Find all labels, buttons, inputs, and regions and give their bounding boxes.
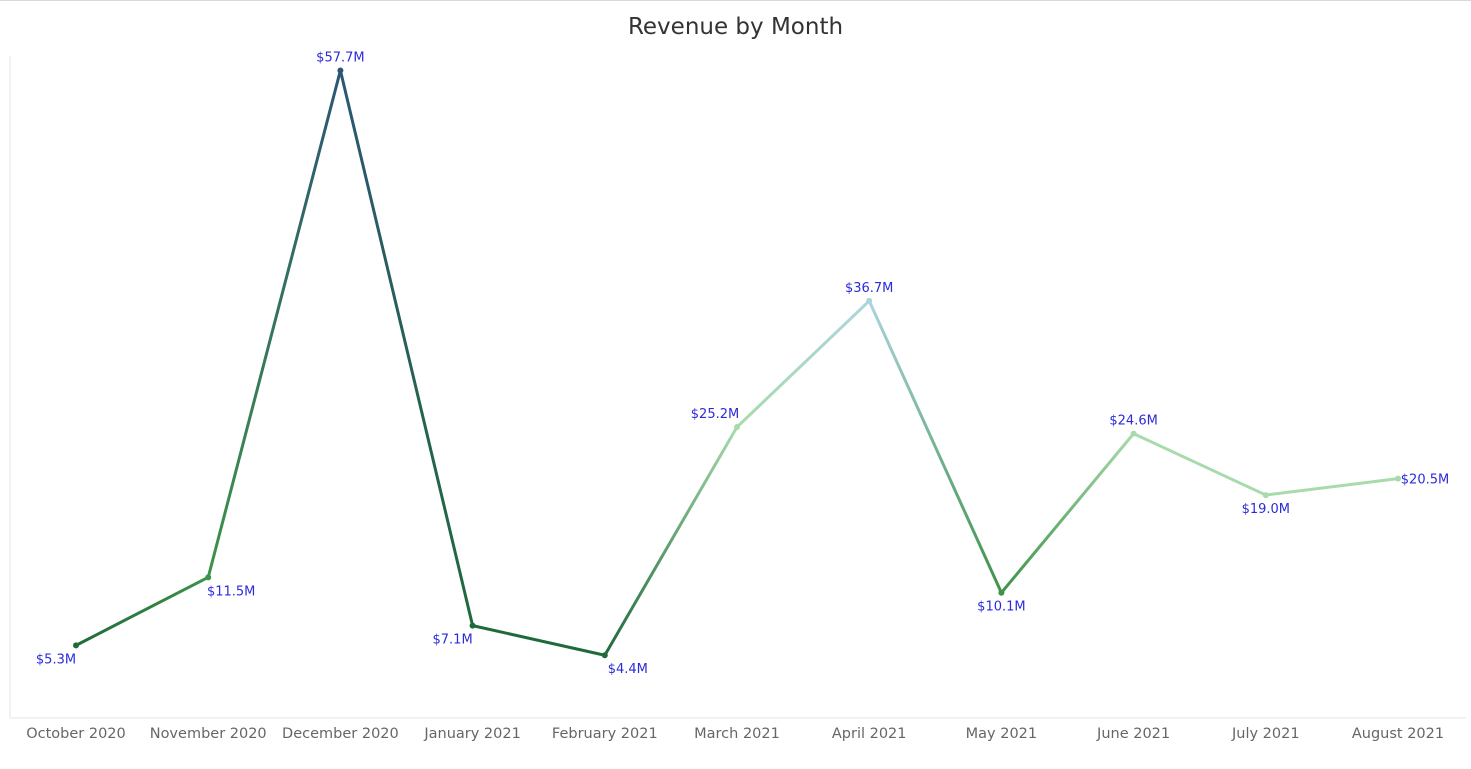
line-segment [74,575,210,647]
data-label: $25.2M [691,407,739,422]
x-tick-label: April 2021 [832,726,907,742]
x-tick-labels: October 2020 November 2020 December 2020 Ja… [26,726,1444,742]
x-tick-label: January 2021 [423,726,520,742]
data-label: $10.1M [977,600,1025,615]
data-point[interactable] [1262,492,1269,499]
top-rule [0,0,1471,1]
data-point[interactable] [1130,430,1137,437]
data-label: $57.7M [316,51,364,66]
line-segment [206,69,342,579]
x-tick-label: November 2020 [150,726,267,742]
line-segment [867,299,1003,595]
x-tick-label: February 2021 [552,726,658,742]
data-label: $5.3M [36,652,76,667]
x-tick-label: June 2021 [1096,726,1170,742]
line-segment [471,624,607,657]
line-segments [74,69,1400,657]
data-point[interactable] [998,589,1005,596]
data-point[interactable] [734,424,740,431]
line-segment [1132,432,1268,497]
data-label: $11.5M [207,584,255,599]
line-segment [999,432,1136,595]
x-tick-label: December 2020 [282,726,399,742]
line-segment [1264,477,1400,497]
data-labels: $5.3M $11.5M $57.7M $7.1M $4.4M $25.2M $36.7M $… [36,51,1449,678]
data-point[interactable] [469,622,476,629]
data-point[interactable] [205,574,212,581]
data-point[interactable] [337,67,344,74]
x-tick-label: March 2021 [694,726,780,742]
chart-title: Revenue by Month [627,14,844,40]
line-segment [603,425,739,657]
data-label: $24.6M [1109,414,1157,429]
line-segment [735,299,871,429]
data-label: $36.7M [845,281,893,296]
data-label: $20.5M [1401,473,1449,488]
line-segment [338,69,475,628]
data-label: $19.0M [1242,502,1290,517]
x-tick-label: August 2021 [1352,726,1444,742]
data-point[interactable] [73,642,79,649]
x-tick-label: May 2021 [966,726,1038,742]
x-tick-label: July 2021 [1231,726,1300,742]
data-point[interactable] [601,652,608,659]
data-point[interactable] [866,297,873,304]
x-tick-label: October 2020 [26,726,126,742]
data-label: $7.1M [433,633,473,648]
data-point[interactable] [1395,475,1401,482]
data-points [73,67,1401,659]
data-label: $4.4M [608,662,648,677]
